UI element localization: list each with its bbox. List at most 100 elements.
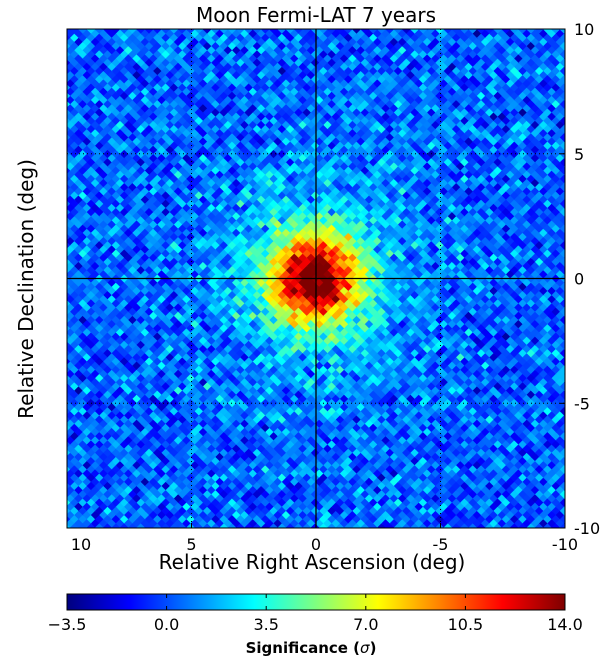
- heatmap-cell: [67, 327, 69, 338]
- heatmap-cell: [67, 385, 69, 396]
- heatmap-cell: [452, 531, 462, 541]
- heatmap-cell: [79, 16, 89, 26]
- heatmap-cell: [568, 506, 578, 516]
- heatmap-cell: [67, 410, 69, 421]
- heatmap-cell: [67, 509, 69, 521]
- heatmap-cell: [153, 531, 163, 541]
- heatmap-cell: [67, 36, 69, 48]
- heatmap-cell: [145, 531, 155, 541]
- heatmap-cell: [67, 343, 69, 355]
- heatmap-cell: [527, 531, 537, 541]
- heatmap-cell: [568, 489, 578, 499]
- heatmap-cell: [563, 468, 565, 479]
- heatmap-cell: [67, 318, 69, 330]
- heatmap-cell: [294, 531, 304, 541]
- heatmap-cell: [67, 69, 69, 81]
- heatmap-cell: [402, 531, 412, 541]
- heatmap-cell: [170, 531, 180, 541]
- heatmap-cell: [67, 310, 69, 322]
- heatmap-cell: [137, 531, 147, 541]
- heatmap-cell: [67, 111, 69, 122]
- heatmap-cell: [67, 401, 69, 413]
- heatmap-cell: [411, 531, 421, 541]
- heatmap-cell: [95, 16, 105, 26]
- heatmap-cell: [328, 531, 338, 541]
- heatmap-cell: [563, 451, 565, 463]
- heatmap-cell: [67, 169, 69, 180]
- heatmap-cell: [67, 302, 69, 313]
- heatmap-cell: [67, 377, 69, 388]
- heatmap-cell: [67, 94, 69, 106]
- heatmap-cell: [485, 531, 495, 541]
- heatmap-cell: [563, 484, 565, 496]
- heatmap-cell: [67, 277, 69, 288]
- heatmap-cell: [67, 53, 69, 64]
- heatmap-cell: [563, 501, 565, 512]
- heatmap-cell: [361, 531, 371, 541]
- heatmap-cell: [67, 244, 69, 255]
- heatmap-cell: [67, 29, 69, 39]
- significance-heatmap: [62, 16, 578, 541]
- heatmap-cell: [67, 45, 69, 56]
- heatmap-cell: [67, 285, 69, 297]
- heatmap-cell: [137, 16, 147, 26]
- heatmap-cell: [535, 531, 545, 541]
- heatmap-cell: [353, 531, 363, 541]
- heatmap-cell: [494, 531, 504, 541]
- heatmap-cell: [95, 531, 105, 541]
- heatmap-cell: [67, 426, 69, 438]
- heatmap-cell: [67, 29, 69, 31]
- heatmap-cell: [67, 119, 69, 131]
- heatmap-cell: [112, 16, 122, 26]
- heatmap-cell: [286, 531, 296, 541]
- heatmap-cell: [67, 294, 69, 305]
- heatmap-cell: [67, 252, 69, 263]
- heatmap-cell: [386, 531, 396, 541]
- heatmap-cell: [67, 435, 69, 446]
- heatmap-cell: [336, 531, 346, 541]
- heatmap-cell: [67, 526, 69, 528]
- heatmap-cell: [519, 531, 529, 541]
- heatmap-cell: [502, 531, 512, 541]
- heatmap-cell: [67, 451, 69, 463]
- heatmap-cell: [67, 260, 69, 272]
- heatmap-cell: [67, 269, 69, 280]
- heatmap-cell: [67, 518, 69, 528]
- heatmap-cell: [563, 460, 565, 471]
- heatmap-cell: [568, 464, 578, 474]
- heatmap-cell: [568, 481, 578, 491]
- heatmap-cell: [62, 16, 72, 26]
- heatmap-cell: [67, 202, 69, 214]
- heatmap-cell: [128, 16, 138, 26]
- heatmap-cell: [67, 128, 69, 139]
- heatmap-cell: [220, 531, 230, 541]
- heatmap-cell: [67, 460, 69, 471]
- heatmap-cell: [253, 531, 263, 541]
- heatmap-cell: [563, 518, 565, 528]
- heatmap-cell: [67, 211, 69, 222]
- heatmap-cell: [67, 476, 69, 488]
- heatmap-cell: [67, 418, 69, 429]
- heatmap-cell: [67, 78, 69, 89]
- heatmap-cell: [228, 531, 238, 541]
- heatmap-cell: [270, 531, 280, 541]
- heatmap-cell: [67, 393, 69, 405]
- heatmap-cell: [67, 484, 69, 496]
- heatmap-cell: [563, 493, 565, 504]
- heatmap-cell: [87, 16, 97, 26]
- heatmap-cell: [469, 531, 479, 541]
- heatmap-cell: [394, 531, 404, 541]
- heatmap-cell: [67, 144, 69, 156]
- heatmap-cell: [104, 531, 114, 541]
- heatmap-cell: [67, 360, 69, 371]
- heatmap-cell: [67, 219, 69, 230]
- heatmap-cell: [120, 531, 130, 541]
- heatmap-cell: [67, 368, 69, 380]
- heatmap-cell: [104, 16, 114, 26]
- heatmap-cell: [510, 531, 520, 541]
- heatmap-cell: [67, 335, 69, 346]
- heatmap-cell: [67, 468, 69, 479]
- heatmap-cell: [162, 531, 172, 541]
- heatmap-cell: [67, 161, 69, 172]
- heatmap-cell: [67, 136, 69, 147]
